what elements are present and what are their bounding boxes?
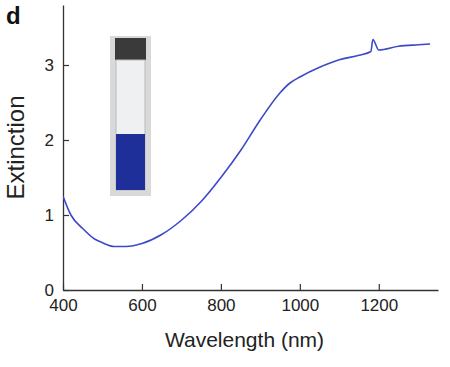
tick-mark bbox=[142, 284, 143, 290]
tick: 600 bbox=[128, 284, 156, 315]
y-axis: 0 1 2 3 bbox=[45, 6, 69, 300]
tick: 1 bbox=[45, 206, 69, 225]
plot-area: 400600800100012000123 bbox=[45, 6, 439, 316]
tick-label: 600 bbox=[128, 296, 156, 315]
tick: 2 bbox=[45, 131, 69, 150]
marks bbox=[63, 40, 430, 247]
tick-mark bbox=[63, 290, 69, 291]
tick-mark bbox=[63, 140, 69, 141]
tick-label: 0 bbox=[45, 281, 54, 300]
tick-mark bbox=[63, 215, 69, 216]
tick: 1000 bbox=[281, 284, 319, 315]
tick-label: 1200 bbox=[360, 296, 398, 315]
tick: 0 bbox=[45, 281, 69, 300]
spectrum-line bbox=[63, 40, 430, 247]
vial-glass bbox=[116, 60, 145, 190]
x-axis: 40060080010001200 bbox=[49, 284, 438, 315]
inset-background bbox=[110, 36, 151, 196]
tick-label: 1000 bbox=[281, 296, 319, 315]
y-axis-title: Extinction bbox=[2, 95, 29, 199]
vial-inset bbox=[110, 36, 151, 196]
x-axis-title: Wavelength (nm) bbox=[165, 328, 324, 351]
tick: 800 bbox=[207, 284, 235, 315]
panel-label: d bbox=[6, 2, 21, 29]
tick-mark bbox=[221, 284, 222, 290]
vial-cap bbox=[115, 38, 146, 60]
tick-label: 800 bbox=[207, 296, 235, 315]
tick-label: 3 bbox=[45, 56, 54, 75]
tick-mark bbox=[63, 65, 69, 66]
chart: 400600800100012000123dWavelength (nm)Ext… bbox=[0, 0, 450, 367]
axis-line bbox=[64, 290, 439, 291]
tick-label: 1 bbox=[45, 206, 54, 225]
tick: 1200 bbox=[360, 284, 398, 315]
axis-line bbox=[63, 6, 64, 291]
tick: 3 bbox=[45, 56, 69, 75]
tick-label: 2 bbox=[45, 131, 54, 150]
tick-mark bbox=[379, 284, 380, 290]
vial-liquid bbox=[116, 134, 145, 190]
tick-mark bbox=[300, 284, 301, 290]
